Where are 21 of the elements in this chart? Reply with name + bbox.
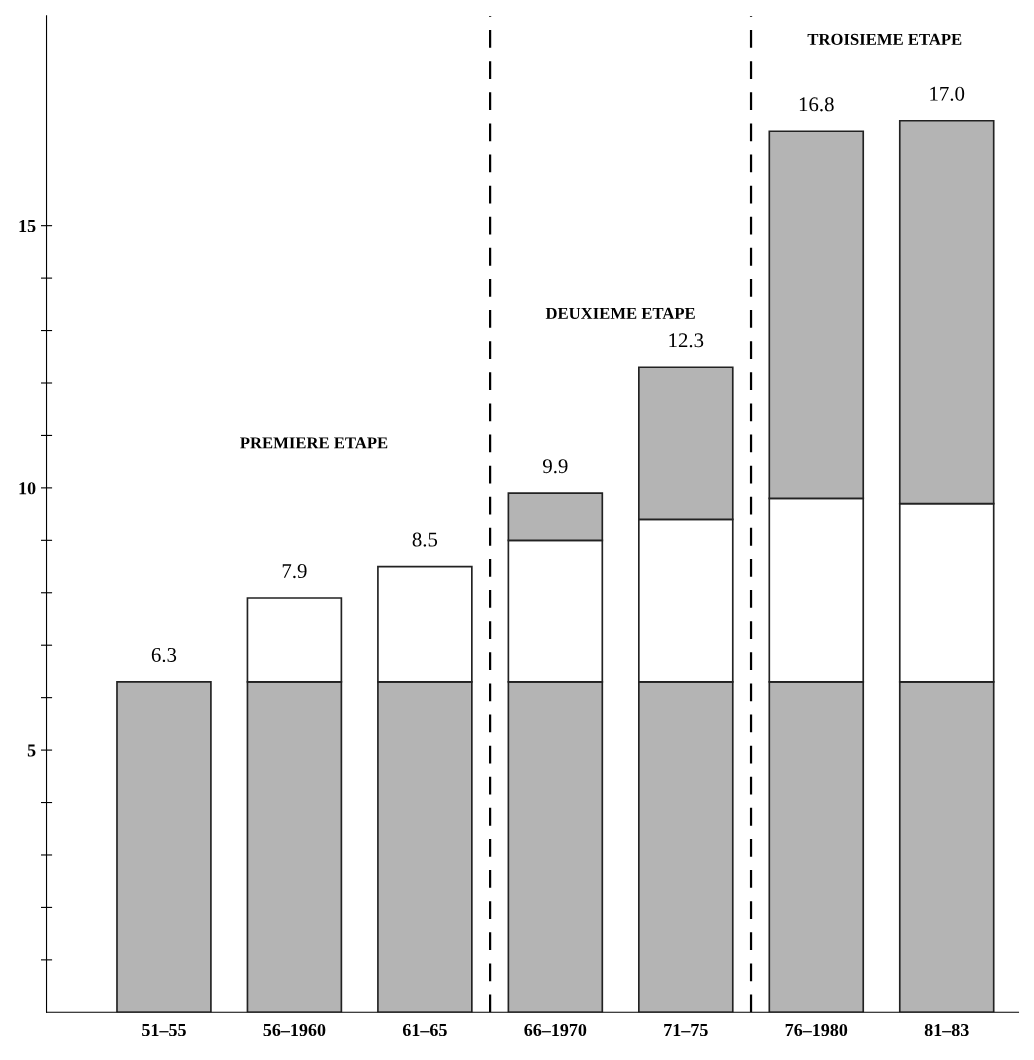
y-tick-label: 15	[19, 220, 36, 233]
total-label: 12.3	[669, 333, 704, 348]
total-label: 17.0	[930, 86, 965, 101]
x-tick-label: 61–65	[402, 1023, 447, 1037]
x-tick-label: 51–55	[142, 1024, 186, 1037]
total-label: 8.5	[412, 532, 438, 547]
y-tick-label: 5	[27, 744, 36, 757]
x-tick-label: 66–1970	[524, 1023, 587, 1037]
x-tick-label: 81–83	[924, 1023, 969, 1037]
y-tick-label: 10	[19, 482, 36, 495]
total-label: 6.3	[151, 647, 177, 663]
annotation: PREMIERE ETAPE	[240, 437, 388, 449]
x-tick-label: 71–75	[664, 1024, 708, 1037]
total-label: 16.8	[799, 97, 834, 112]
annotation: DEUXIEME ETAPE	[545, 307, 695, 319]
total-label: 7.9	[282, 564, 307, 579]
annotation: TROISIEME ETAPE	[807, 33, 962, 45]
x-tick-label: 56–1960	[263, 1023, 326, 1037]
x-tick-label: 76–1980	[785, 1023, 848, 1037]
total-label: 9.9	[542, 459, 568, 474]
bar	[116, 681, 212, 1013]
